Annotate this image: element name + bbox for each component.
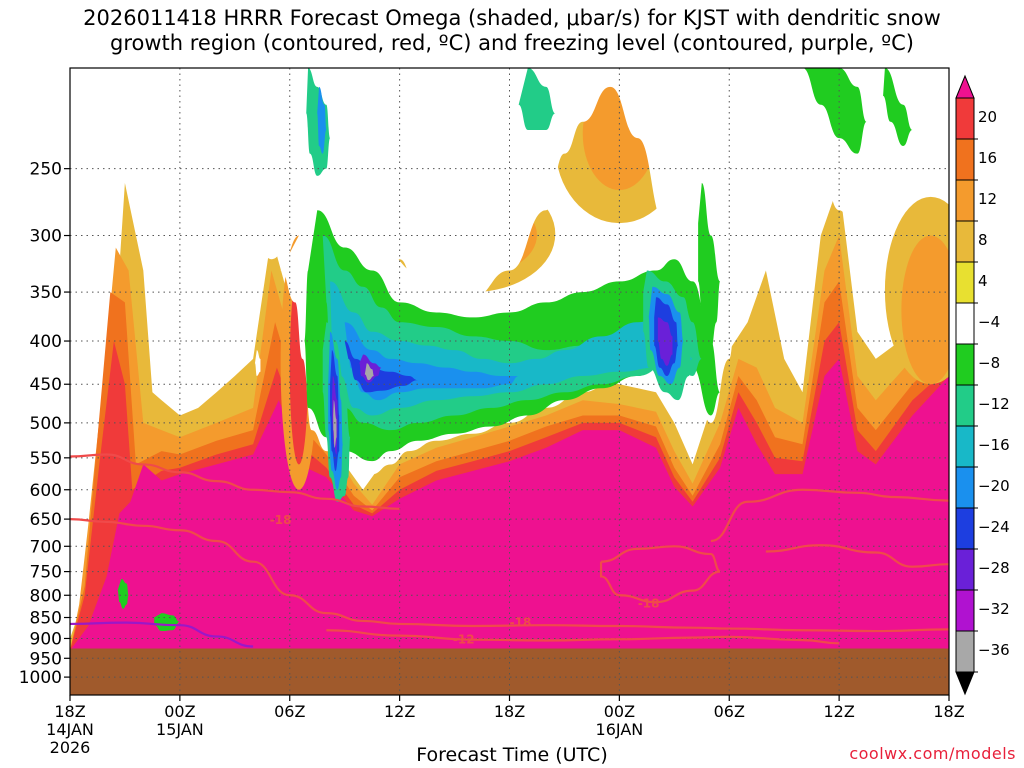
chart-title: 2026011418 HRRR Forecast Omega (shaded, … xyxy=(0,6,1024,56)
omega-negative-green-upper-right xyxy=(784,68,949,236)
colorbar-segment-13 xyxy=(955,589,975,632)
colorbar-label-12: −32 xyxy=(978,600,1010,618)
axis-layer: 2503003504004505005506006507007508008509… xyxy=(19,67,965,757)
contour-freezing_level xyxy=(70,621,254,648)
y-tick-label-400: 400 xyxy=(30,332,62,352)
contour-label-2: -18 xyxy=(638,596,660,610)
y-tick-label-600: 600 xyxy=(30,481,62,501)
colorbar-segment-9 xyxy=(955,425,975,468)
y-tick-label-300: 300 xyxy=(30,227,62,247)
colorbar-segment-6 xyxy=(955,302,975,345)
colorbar-segment-12 xyxy=(955,548,975,591)
omega-negative-column-09z-black xyxy=(333,400,337,448)
omega-negative-black-middle xyxy=(364,363,374,381)
plot-area xyxy=(70,68,949,695)
colorbar-segment-4 xyxy=(955,220,975,263)
y-tick-label-1000: 1000 xyxy=(19,668,62,688)
colorbar-segment-10 xyxy=(955,466,975,509)
omega-negative-upper-18z-cyan xyxy=(518,68,556,131)
y-tick-label-750: 750 xyxy=(30,563,62,583)
omega-negative-spot-upper-left xyxy=(254,350,261,376)
colorbar-top-arrow xyxy=(955,74,975,99)
colorbar-label-7: −12 xyxy=(978,395,1010,413)
colorbar-segment-8 xyxy=(955,384,975,427)
x-axis-title: Forecast Time (UTC) xyxy=(416,744,608,766)
x-tick-sublabel-5: 16JAN xyxy=(596,720,644,739)
y-tick-label-450: 450 xyxy=(30,375,62,395)
y-tick-label-850: 850 xyxy=(30,608,62,628)
x-tick-sublabel-0: 14JAN xyxy=(46,720,94,739)
contour-label-0: -18 xyxy=(270,513,292,527)
omega-negative-spot-lower-left-2 xyxy=(154,613,180,632)
contour-label-3: -12 xyxy=(453,632,475,646)
colorbar-label-3: 8 xyxy=(978,231,988,249)
colorbar-label-2: 12 xyxy=(978,190,997,208)
colorbar-bottom-arrow xyxy=(955,671,975,696)
colorbar-label-11: −28 xyxy=(978,559,1010,577)
colorbar-segment-11 xyxy=(955,507,975,550)
omega-negative-teal-upper-right-2 xyxy=(883,68,913,146)
contour-dgz_upper xyxy=(70,518,949,633)
colorbar-label-4: 4 xyxy=(978,272,988,290)
contour-dgz_-12_low xyxy=(326,629,840,645)
y-tick-label-650: 650 xyxy=(30,510,62,530)
contour-label-1: -18 xyxy=(510,616,532,630)
chart-title-line-1: 2026011418 HRRR Forecast Omega (shaded, … xyxy=(83,6,941,30)
omega-negative-column-04z-teal xyxy=(698,183,721,351)
y-tick-label-700: 700 xyxy=(30,537,62,557)
colorbar-label-0: 20 xyxy=(978,108,997,126)
x-tick-label-7: 12Z xyxy=(823,702,854,721)
omega-negative-teal-upper-right xyxy=(802,68,867,154)
y-tick-label-800: 800 xyxy=(30,586,62,606)
colorbar-segment-1 xyxy=(955,97,975,140)
contour-dgz_upper_right xyxy=(710,488,949,543)
y-tick-label-950: 950 xyxy=(30,649,62,669)
colorbar-label-10: −24 xyxy=(978,518,1010,536)
y-tick-label-350: 350 xyxy=(30,283,62,303)
colorbar-label-5: −4 xyxy=(978,313,1000,331)
contour-dgz_lower xyxy=(70,453,400,510)
colorbar-label-6: −8 xyxy=(978,354,1000,372)
x-tick-sublabel2-0: 2026 xyxy=(50,738,91,757)
x-tick-label-0: 18Z xyxy=(54,702,85,721)
contour-dgz_closed_2 xyxy=(765,544,949,568)
credit-link[interactable]: coolwx.com/models xyxy=(849,744,1016,763)
x-tick-label-5: 00Z xyxy=(604,702,635,721)
x-tick-label-8: 18Z xyxy=(933,702,964,721)
y-tick-label-900: 900 xyxy=(30,629,62,649)
x-tick-label-1: 00Z xyxy=(164,702,195,721)
omega-negative-upper-09z-blue xyxy=(317,86,327,154)
colorbar-segment-2 xyxy=(955,138,975,181)
omega-negative-column-03z-grey xyxy=(657,317,673,366)
colorbar-segment-7 xyxy=(955,343,975,386)
colorbar-segment-14 xyxy=(955,630,975,673)
x-tick-label-6: 06Z xyxy=(714,702,745,721)
x-tick-label-4: 18Z xyxy=(494,702,525,721)
x-tick-label-2: 06Z xyxy=(274,702,305,721)
colorbar-label-13: −36 xyxy=(978,641,1010,659)
colorbar: 20 16 12 8 4 −4 −8 −12 −16 −20 −24 −28 −32 −36 xyxy=(955,74,1010,696)
colorbar-label-9: −20 xyxy=(978,477,1010,495)
x-tick-label-3: 12Z xyxy=(384,702,415,721)
omega-upper-positive-13 xyxy=(901,235,949,385)
contour-layer: -18 -18 -18 -12 xyxy=(70,453,949,648)
colorbar-segment-3 xyxy=(955,179,975,222)
y-tick-label-250: 250 xyxy=(30,160,62,180)
omega-negative-purple-middle xyxy=(344,341,418,393)
omega-negative-spot-lower-left-1 xyxy=(117,578,129,609)
surface-terrain xyxy=(70,648,949,695)
colorbar-label-1: 16 xyxy=(978,149,997,167)
contour-dgz_closed_1 xyxy=(599,545,721,604)
y-tick-label-550: 550 xyxy=(30,449,62,469)
colorbar-label-8: −16 xyxy=(978,436,1010,454)
chart-title-line-2: growth region (contoured, red, ºC) and f… xyxy=(110,31,914,55)
y-tick-label-500: 500 xyxy=(30,414,62,434)
colorbar-segment-5 xyxy=(955,261,975,304)
x-tick-sublabel-1: 15JAN xyxy=(156,720,204,739)
